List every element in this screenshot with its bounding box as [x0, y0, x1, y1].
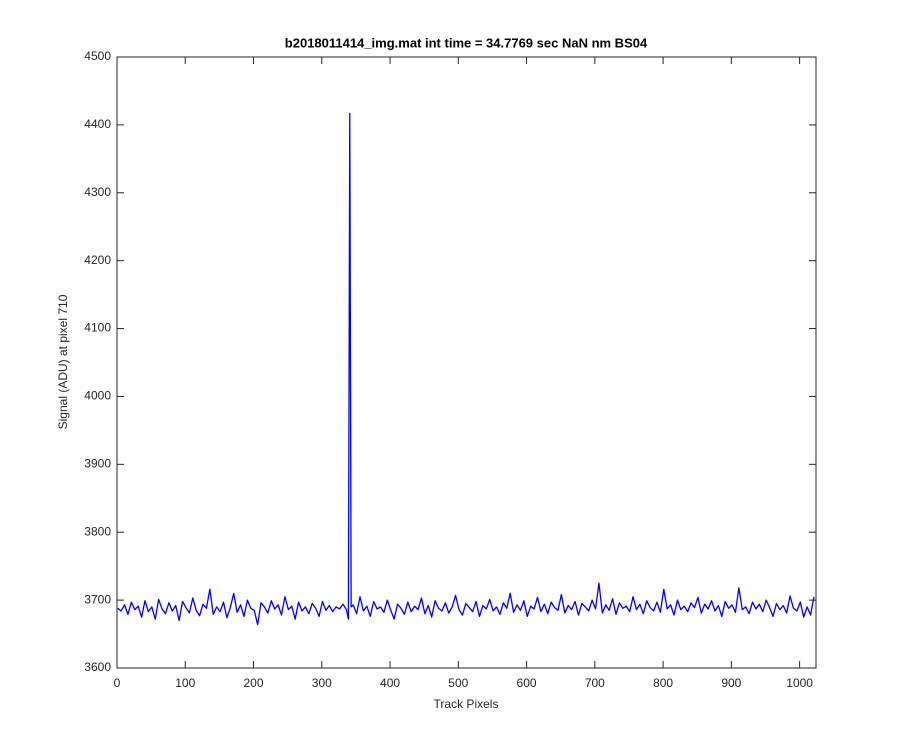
x-tick-label: 600	[517, 676, 537, 690]
x-tick-label: 100	[175, 676, 195, 690]
x-tick-label: 1000	[786, 676, 813, 690]
x-tick-label: 900	[721, 676, 741, 690]
y-tick-label: 3600	[84, 660, 111, 674]
x-tick-label: 800	[653, 676, 673, 690]
x-tick-label: 400	[380, 676, 400, 690]
x-axis-label: Track Pixels	[434, 697, 499, 711]
data-line	[117, 112, 815, 626]
y-tick-label: 4400	[84, 117, 111, 131]
x-tick-label: 700	[585, 676, 605, 690]
x-tick-label: 500	[448, 676, 468, 690]
y-tick-label: 3700	[84, 592, 111, 606]
x-tick-label: 0	[114, 676, 121, 690]
y-tick-label: 4200	[84, 253, 111, 267]
plot-frame	[116, 56, 817, 669]
x-tick-label: 300	[312, 676, 332, 690]
y-tick-label: 3800	[84, 524, 111, 538]
y-axis-label: Signal (ADU) at pixel 710	[56, 294, 70, 429]
x-tick-label: 200	[244, 676, 264, 690]
y-tick-label: 4300	[84, 185, 111, 199]
chart-title: b2018011414_img.mat int time = 34.7769 s…	[285, 35, 648, 50]
y-tick-label: 4100	[84, 321, 111, 335]
y-tick-label: 3900	[84, 457, 111, 471]
y-tick-label: 4500	[84, 49, 111, 63]
y-tick-label: 4000	[84, 389, 111, 403]
